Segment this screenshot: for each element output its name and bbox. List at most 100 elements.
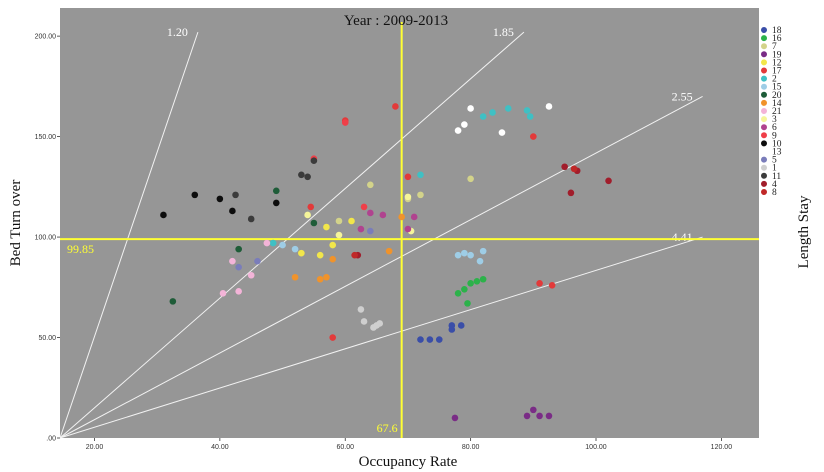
- point-series-17-2: [392, 103, 399, 110]
- point-series-21-1: [229, 257, 236, 265]
- point-series-12-3: [329, 241, 337, 249]
- point-series-12-2: [323, 223, 330, 231]
- point-series-11-1: [247, 215, 255, 223]
- ray-lines: 1.20 1.85 2.55 4.41: [59, 25, 703, 439]
- point-series-20-0: [169, 298, 177, 305]
- point-series-14-1: [316, 275, 324, 283]
- point-series-17-3: [404, 173, 412, 181]
- point-series-14-2: [323, 273, 330, 281]
- point-series-1-0: [357, 306, 365, 313]
- point-series-2-1: [489, 109, 496, 116]
- legend-marker-13: [761, 148, 767, 155]
- point-series-19-2: [530, 406, 537, 414]
- legend-label-11: 11: [772, 172, 781, 182]
- point-series-11-2: [298, 171, 305, 179]
- legend-label-9: 9: [772, 131, 777, 141]
- point-series-16-1: [461, 286, 468, 293]
- legend-marker-10: [761, 140, 767, 147]
- point-series-2-2: [504, 105, 512, 112]
- point-series-18-1: [426, 336, 434, 343]
- legend-label-15: 15: [772, 83, 782, 93]
- x-tick-40-00: 40.00: [211, 444, 229, 451]
- legend-marker-11: [761, 172, 767, 179]
- ray-label-2-55: 2.55: [672, 89, 693, 103]
- point-series-18-5: [457, 322, 465, 329]
- point-series-4-0: [561, 163, 568, 171]
- point-series-15-4: [479, 247, 487, 255]
- x-tick-100-00: 100.00: [585, 444, 607, 451]
- point-series-16-3: [473, 277, 481, 285]
- point-series-3-0: [304, 211, 311, 219]
- y-tick-50-00: 50.00: [38, 335, 56, 342]
- legend-marker-1: [761, 164, 767, 171]
- legend-label-21: 21: [772, 107, 782, 117]
- point-series-15-2: [467, 251, 474, 259]
- point-series-2-5: [417, 171, 424, 179]
- legend-label-19: 19: [772, 50, 782, 60]
- y-tick-100-00: 100.00: [35, 235, 57, 242]
- y-axis-label: Bed Turn over: [8, 180, 24, 267]
- point-series-15-1: [461, 249, 468, 257]
- ray-line-2-55: [59, 95, 703, 439]
- point-series-1-1: [360, 318, 368, 325]
- ray-line-4-41: [59, 236, 703, 439]
- ray-label-1-20: 1.20: [167, 25, 188, 39]
- point-series-14-4: [385, 247, 393, 255]
- point-series-19-3: [536, 412, 543, 420]
- point-series-9-1: [341, 119, 349, 126]
- point-series-13-2: [467, 105, 474, 112]
- legend-marker-3: [761, 116, 767, 123]
- legend-marker-18: [761, 27, 767, 33]
- legend-label-17: 17: [772, 67, 782, 77]
- point-series-7-0: [335, 217, 343, 225]
- legend-label-2: 2: [772, 75, 777, 85]
- legend-marker-12: [761, 59, 767, 66]
- point-series-14-0: [291, 273, 299, 281]
- ray-line-1-85: [59, 31, 525, 439]
- legend-marker-19: [761, 51, 767, 58]
- point-series-17-7: [329, 334, 337, 341]
- point-series-3-2: [404, 193, 412, 201]
- point-series-9-2: [360, 203, 368, 211]
- point-series-17-4: [530, 133, 537, 140]
- axis-ticks: 20.00 40.00 60.00 80.00 100.00 120.00 200.00 15…: [35, 34, 733, 451]
- point-series-3-1: [335, 231, 343, 239]
- occupancy-reference-label: 67.6: [377, 421, 398, 435]
- point-series-4-1: [567, 189, 575, 197]
- point-series-8-1: [351, 251, 358, 259]
- point-series-6-2: [379, 211, 387, 219]
- point-series-16-0: [454, 290, 462, 297]
- legend-label-1: 1: [772, 164, 777, 174]
- point-series-4-3: [605, 177, 612, 185]
- turnover-reference-label: 99.85: [67, 242, 94, 256]
- point-series-16-4: [479, 275, 487, 283]
- legend-marker-21: [761, 108, 767, 114]
- chart-title: Year : 2009-2013: [344, 13, 448, 29]
- data-points: [160, 103, 612, 422]
- legend-label-14: 14: [772, 99, 782, 109]
- point-series-5-0: [235, 263, 242, 271]
- point-series-15-5: [279, 241, 286, 249]
- point-series-12-0: [298, 249, 305, 257]
- legend-label-12: 12: [772, 58, 782, 68]
- point-series-10-3: [229, 207, 236, 215]
- legend-marker-8: [761, 189, 767, 195]
- point-series-15-3: [476, 257, 484, 265]
- legend-label-3: 3: [772, 115, 777, 125]
- point-series-17-0: [307, 203, 315, 211]
- y-tick-150-00: 150.00: [35, 134, 57, 141]
- point-series-17-6: [548, 281, 556, 289]
- point-series-20-1: [235, 245, 242, 253]
- point-series-15-0: [454, 251, 462, 259]
- x-tick-60-00: 60.00: [336, 444, 354, 451]
- point-series-17-5: [536, 279, 543, 287]
- x-tick-80-00: 80.00: [462, 444, 480, 451]
- ray-label-4-41: 4.41: [672, 230, 693, 244]
- legend-marker-9: [761, 132, 767, 139]
- point-series-1-4: [376, 320, 384, 327]
- point-series-11-4: [310, 157, 318, 165]
- point-series-10-4: [272, 199, 280, 207]
- point-series-19-1: [523, 412, 531, 420]
- point-series-19-0: [451, 414, 459, 422]
